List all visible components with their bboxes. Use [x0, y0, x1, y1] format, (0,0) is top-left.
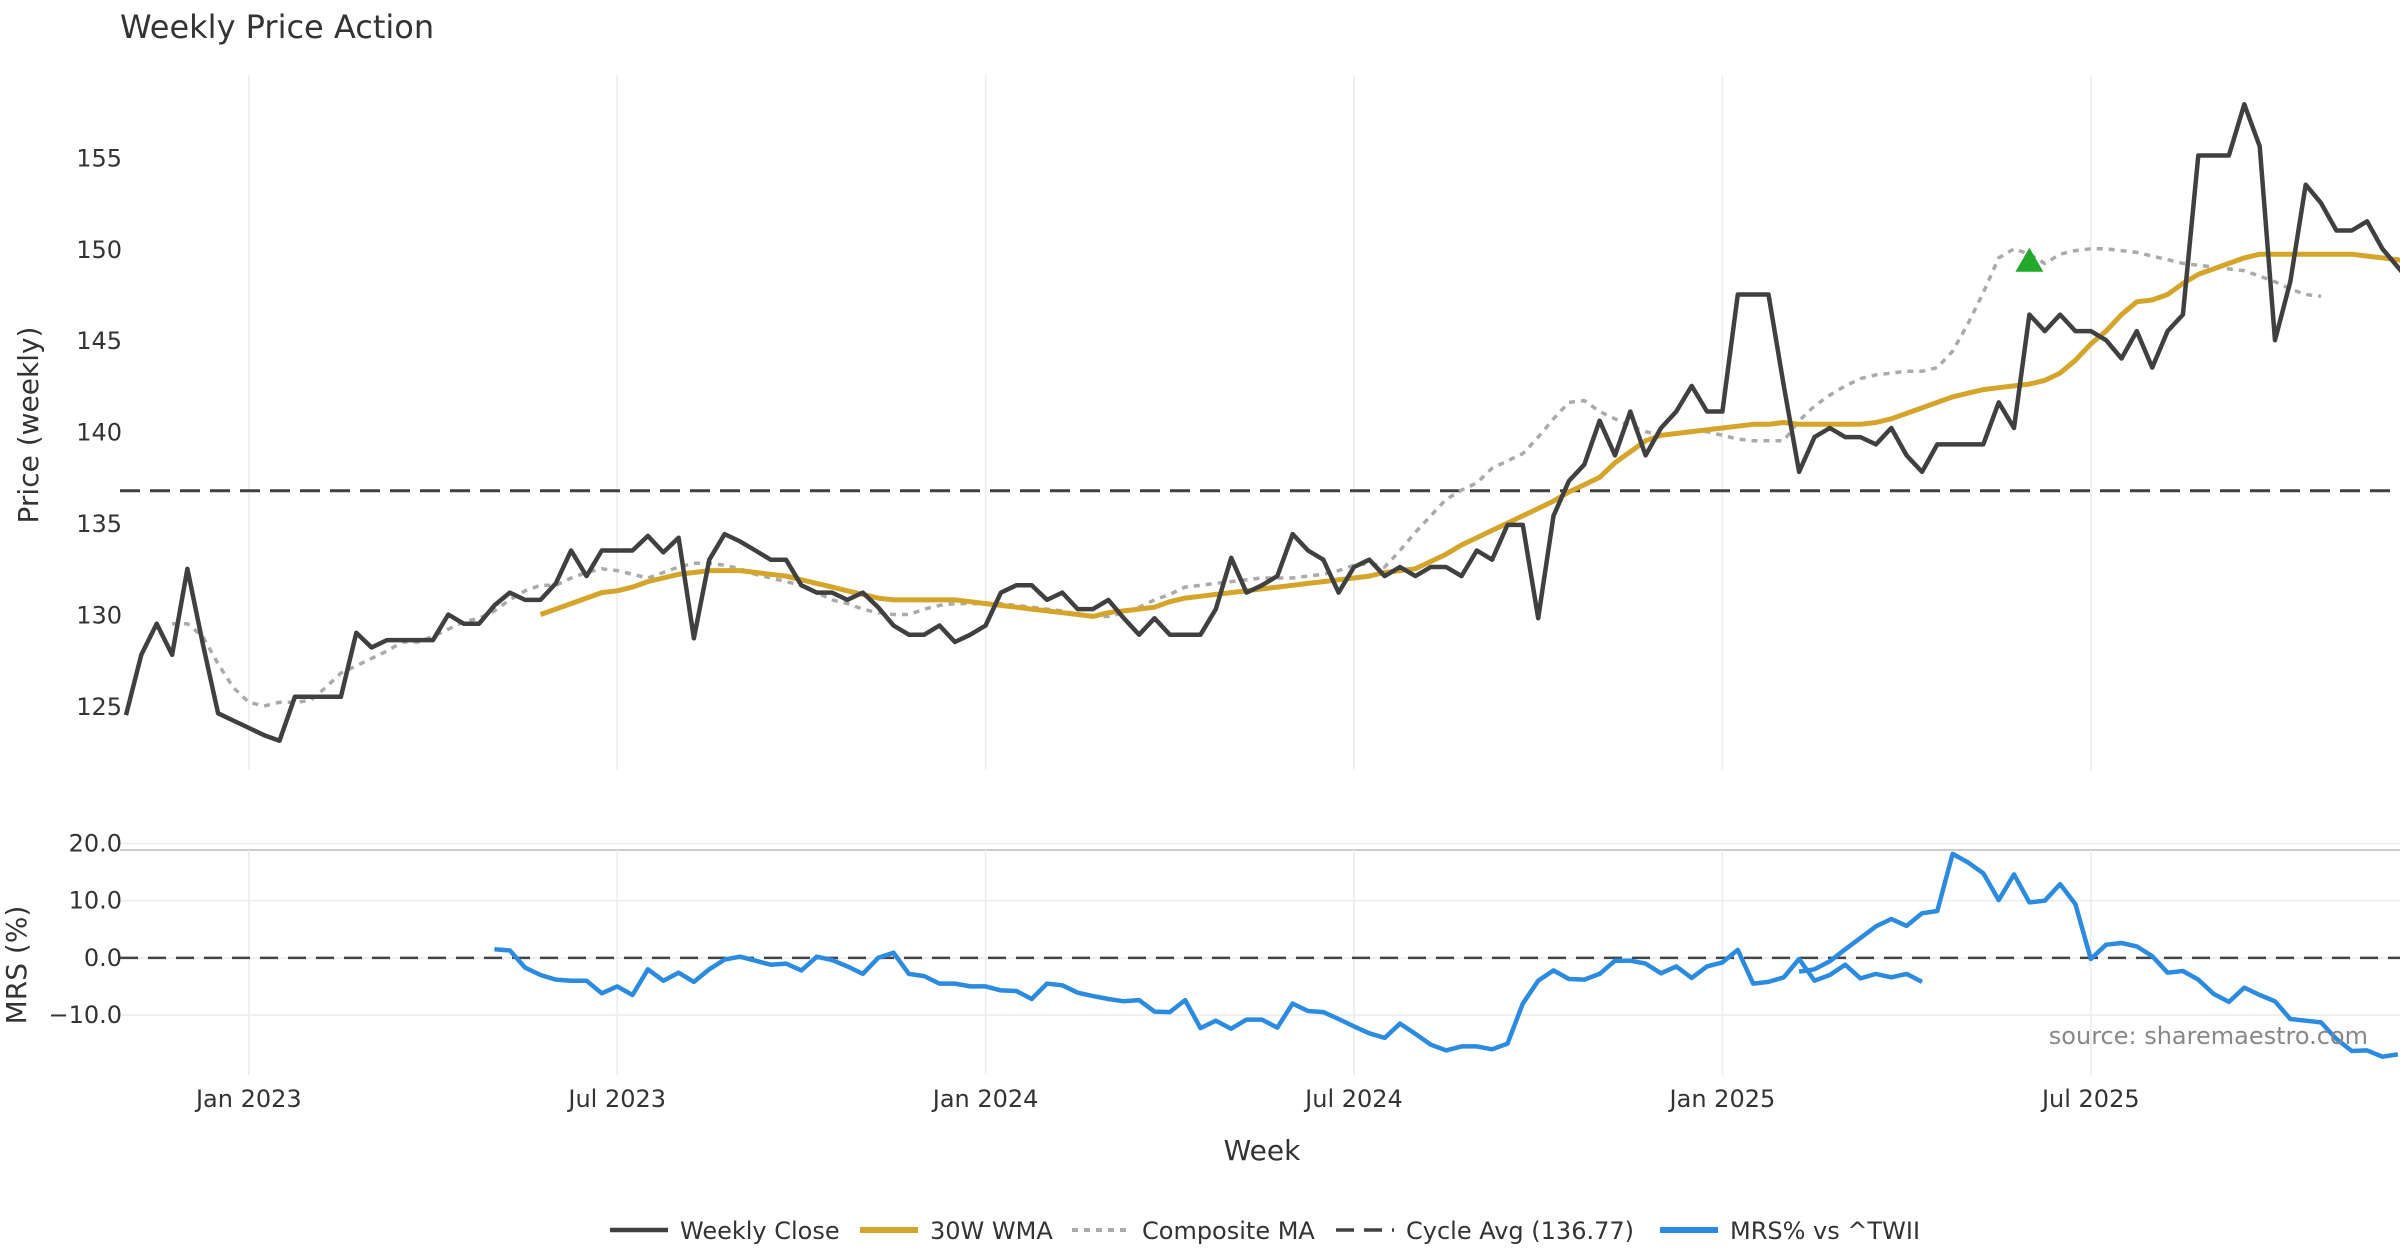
price-y-tick-label: 125 — [76, 693, 122, 721]
composite-ma-line — [172, 246, 2322, 708]
x-axis-ticks: Jan 2023 Jul 2023 Jan 2024 Jul 2024 Jan 2025… — [194, 1085, 2140, 1113]
x-tick-label: Jan 2024 — [931, 1085, 1039, 1113]
legend-label: Weekly Close — [680, 1217, 840, 1245]
mrs-y-tick-label: 10.0 — [69, 887, 122, 915]
legend-label: MRS% vs ^TWII — [1730, 1217, 1920, 1245]
mrs-panel: 20.0 10.0 0.0 −10.0 MRS (%) source: sharema… — [0, 830, 2400, 1075]
legend-label: Cycle Avg (136.77) — [1406, 1217, 1634, 1245]
legend: Weekly Close 30W WMA Composite MA Cycle Avg… — [610, 1217, 1920, 1245]
mrs-line-segment — [494, 947, 1924, 1053]
x-tick-label: Jul 2023 — [566, 1085, 666, 1113]
legend-item: Weekly Close — [610, 1217, 840, 1245]
weekly-close-line — [123, 102, 2400, 743]
mrs-y-tick-label: −10.0 — [48, 1001, 122, 1029]
price-y-tick-label: 155 — [76, 144, 122, 172]
mrs-y-axis-label: MRS (%) — [0, 906, 33, 1025]
x-tick-label: Jul 2024 — [1303, 1085, 1403, 1113]
chart-title: Weekly Price Action — [120, 8, 434, 46]
mrs-y-tick-label: 20.0 — [69, 830, 122, 858]
x-tick-label: Jan 2025 — [1668, 1085, 1776, 1113]
price-y-tick-label: 150 — [76, 236, 122, 264]
price-y-tick-label: 130 — [76, 602, 122, 630]
price-y-tick-label: 145 — [76, 327, 122, 355]
mrs-line-segment — [1798, 851, 2399, 1059]
price-y-axis-label: Price (weekly) — [12, 327, 45, 524]
price-grid — [248, 75, 2092, 770]
price-y-tick-label: 135 — [76, 510, 122, 538]
legend-label: Composite MA — [1142, 1217, 1315, 1245]
x-tick-label: Jul 2025 — [2040, 1085, 2140, 1113]
x-tick-label: Jan 2023 — [194, 1085, 302, 1113]
legend-item: 30W WMA — [860, 1217, 1053, 1245]
price-y-ticks: 125 130 135 140 145 150 155 — [76, 144, 122, 721]
mrs-y-ticks: 20.0 10.0 0.0 −10.0 — [48, 830, 122, 1029]
price-panel: 125 130 135 140 145 150 155 Price (weekly) — [12, 75, 2400, 770]
buy-signal-triangle-icon — [2015, 247, 2044, 272]
legend-item: Cycle Avg (136.77) — [1336, 1217, 1634, 1245]
legend-label: 30W WMA — [930, 1217, 1053, 1245]
legend-item: Composite MA — [1072, 1217, 1315, 1245]
mrs-series — [494, 851, 2399, 1059]
source-label: source: sharemaestro.com — [2049, 1022, 2368, 1050]
legend-item: MRS% vs ^TWII — [1660, 1217, 1920, 1245]
mrs-y-tick-label: 0.0 — [84, 944, 122, 972]
price-y-tick-label: 140 — [76, 419, 122, 447]
x-axis-label: Week — [1224, 1134, 1301, 1167]
